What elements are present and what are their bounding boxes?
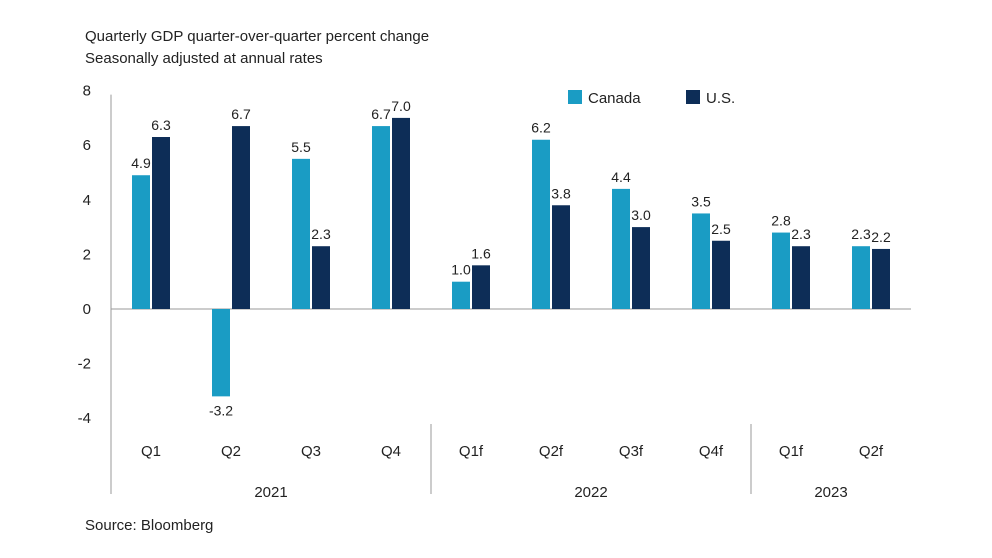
data-label: 3.8 bbox=[551, 185, 571, 201]
bar-us bbox=[152, 137, 170, 309]
bar-canada bbox=[772, 232, 790, 309]
bar-canada bbox=[292, 158, 310, 309]
chart-title: Quarterly GDP quarter-over-quarter perce… bbox=[85, 28, 430, 45]
year-label: 2023 bbox=[814, 484, 847, 501]
category-label: Q1 bbox=[141, 443, 161, 460]
y-tick-label: -2 bbox=[78, 356, 91, 373]
y-tick-label: 4 bbox=[83, 192, 91, 209]
bar-canada bbox=[532, 139, 550, 309]
bar-canada bbox=[212, 309, 230, 397]
data-label: 2.3 bbox=[791, 226, 811, 242]
bar-us bbox=[792, 246, 810, 309]
bar-us bbox=[552, 205, 570, 309]
data-label: 4.4 bbox=[611, 169, 631, 185]
chart-title-block: Quarterly GDP quarter-over-quarter perce… bbox=[85, 26, 429, 70]
bar-canada bbox=[372, 126, 390, 309]
y-tick-label: 2 bbox=[83, 246, 91, 263]
bar-canada bbox=[692, 213, 710, 309]
legend-label: Canada bbox=[588, 90, 641, 107]
bar-us bbox=[392, 117, 410, 310]
bar-canada bbox=[132, 175, 150, 309]
data-label: 2.5 bbox=[711, 221, 731, 237]
data-label: -3.2 bbox=[209, 402, 233, 418]
data-label: 3.5 bbox=[691, 193, 711, 209]
category-label: Q1f bbox=[459, 443, 484, 460]
data-label: 6.3 bbox=[151, 117, 171, 133]
bar-canada bbox=[452, 281, 470, 309]
chart-subtitle: Seasonally adjusted at annual rates bbox=[85, 50, 323, 67]
data-label: 5.5 bbox=[291, 139, 311, 155]
bar-us bbox=[872, 248, 890, 309]
y-tick-label: 6 bbox=[83, 137, 91, 154]
bar-us bbox=[632, 227, 650, 309]
y-tick-label: 0 bbox=[83, 301, 91, 318]
data-label: 1.6 bbox=[471, 245, 491, 261]
data-label: 6.7 bbox=[231, 106, 251, 122]
y-tick-label: 8 bbox=[83, 83, 91, 100]
data-label: 3.0 bbox=[631, 207, 651, 223]
data-label: 6.2 bbox=[531, 120, 551, 136]
category-label: Q1f bbox=[779, 443, 804, 460]
legend-swatch bbox=[568, 90, 582, 104]
category-label: Q4f bbox=[699, 443, 724, 460]
data-label: 2.3 bbox=[311, 226, 331, 242]
bar-canada bbox=[612, 188, 630, 309]
legend-swatch bbox=[686, 90, 700, 104]
legend-label: U.S. bbox=[706, 90, 735, 107]
bar-us bbox=[312, 246, 330, 309]
category-label: Q3f bbox=[619, 443, 644, 460]
bar-us bbox=[712, 240, 730, 309]
category-label: Q2f bbox=[539, 443, 564, 460]
category-label: Q2f bbox=[859, 443, 884, 460]
data-label: 2.2 bbox=[871, 229, 891, 245]
bar-canada bbox=[852, 246, 870, 309]
y-tick-label: -4 bbox=[78, 410, 91, 427]
bar-us bbox=[472, 265, 490, 309]
data-label: 4.9 bbox=[131, 155, 151, 171]
data-label: 7.0 bbox=[391, 98, 411, 114]
category-label: Q2 bbox=[221, 443, 241, 460]
data-label: 2.8 bbox=[771, 213, 791, 229]
data-label: 6.7 bbox=[371, 106, 391, 122]
category-label: Q3 bbox=[301, 443, 321, 460]
chart-source: Source: Bloomberg bbox=[85, 517, 214, 534]
bar-us bbox=[232, 126, 250, 309]
year-label: 2022 bbox=[574, 484, 607, 501]
data-label: 1.0 bbox=[451, 262, 471, 278]
category-label: Q4 bbox=[381, 443, 401, 460]
year-label: 2021 bbox=[254, 484, 287, 501]
data-label: 2.3 bbox=[851, 226, 871, 242]
